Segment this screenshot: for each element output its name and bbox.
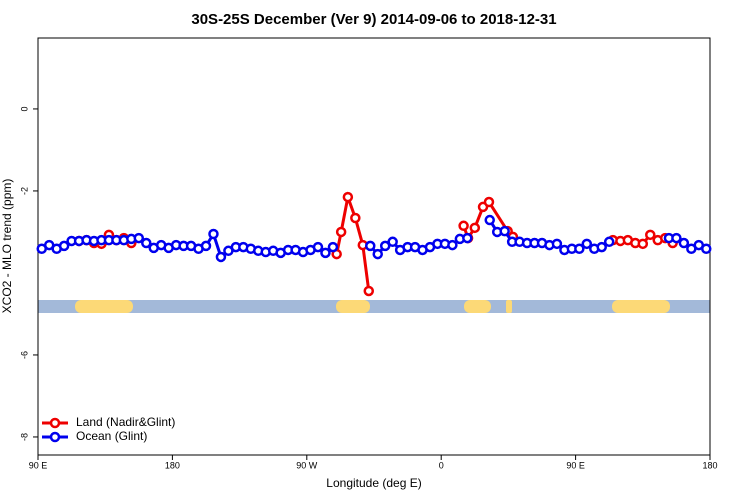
point [581,238,593,250]
point [603,236,615,248]
point [141,237,152,249]
legend-marker [49,431,61,443]
y-tick-label: -8 [19,433,29,441]
ocean-band [38,300,710,313]
legend-label: Land (Nadir&Glint) [76,415,175,429]
x-tick-label: 90 E [566,460,585,470]
point [200,240,212,252]
point [469,222,481,234]
point [387,236,398,248]
land-band [336,300,370,313]
point [637,238,649,250]
point [379,240,391,252]
land-band [464,300,491,313]
x-tick-label: 0 [439,460,444,470]
point [312,241,324,253]
y-tick-label: -2 [19,187,29,195]
point [372,248,383,260]
point [645,229,656,241]
point [363,285,375,297]
series [36,214,712,263]
point [327,241,339,253]
point [458,220,469,232]
legend-marker [49,417,61,429]
x-axis-label: Longitude (deg E) [326,476,421,490]
point [499,225,510,237]
x-tick-label: 90 W [296,460,318,470]
point [320,247,331,259]
y-tick-label: 0 [19,106,29,111]
point [484,214,495,226]
point [342,191,354,203]
y-tick-label: -6 [19,351,29,359]
point [678,237,690,249]
point [551,238,563,250]
point [483,196,495,208]
point [208,228,219,240]
point [596,241,607,253]
land-band [506,300,512,313]
point [215,251,227,263]
legend-label: Ocean (Glint) [76,429,147,443]
point [701,243,712,255]
point [462,232,473,244]
surface-band [38,300,710,313]
x-tick-label: 180 [165,460,180,470]
land-band [612,300,670,313]
chart-title: 30S-25S December (Ver 9) 2014-09-06 to 2… [191,11,556,28]
point [350,212,361,224]
point [365,240,376,252]
x-tick-label: 90 E [29,460,48,470]
point [447,239,458,251]
x-tick-label: 180 [702,460,717,470]
land-band [75,300,133,313]
point [671,232,682,244]
point [133,232,145,244]
point [574,243,585,255]
point [335,226,347,238]
point [58,240,70,252]
y-axis-label: XCO2 - MLO trend (ppm) [0,179,14,314]
